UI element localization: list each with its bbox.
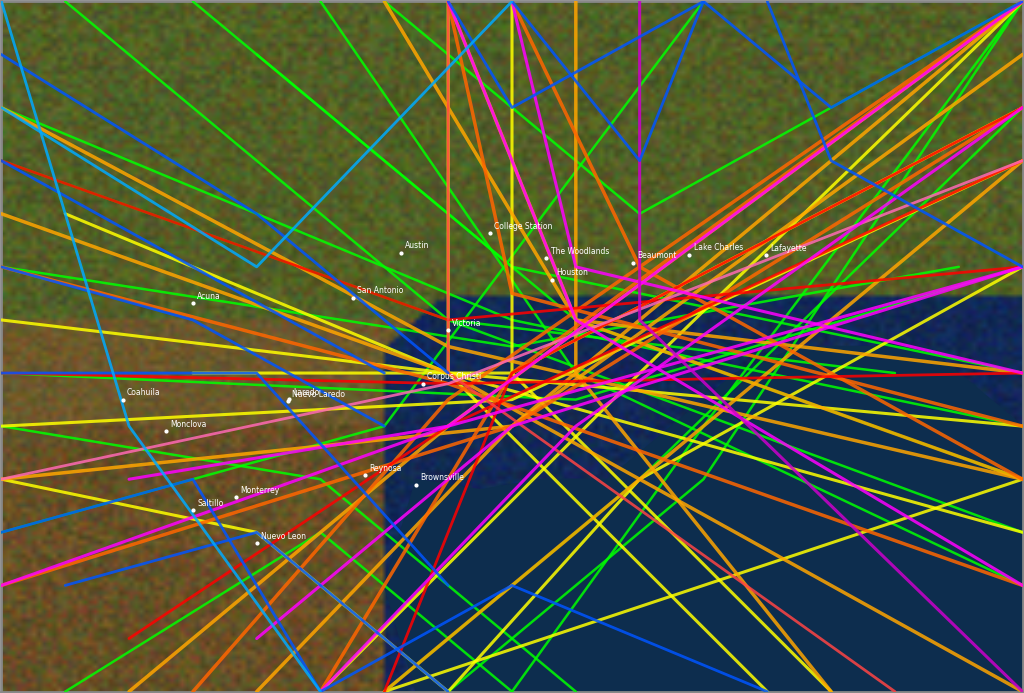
Text: Corpus Christi: Corpus Christi [427,373,481,382]
Text: Acuna: Acuna [197,292,221,301]
Text: Nuevo Leon: Nuevo Leon [261,532,306,541]
Text: Saltillo: Saltillo [197,499,223,508]
Text: Austin: Austin [406,241,429,250]
Text: Beaumont: Beaumont [637,252,677,261]
Text: Victoria: Victoria [453,319,482,328]
Text: Monclova: Monclova [170,420,207,429]
Text: Lake Charles: Lake Charles [693,243,742,252]
Text: Laredo: Laredo [293,388,319,397]
Text: Lafayette: Lafayette [770,244,807,253]
Text: Coahuila: Coahuila [127,389,161,397]
Polygon shape [384,346,1023,692]
Text: San Antonio: San Antonio [357,286,403,295]
Text: Reynosa: Reynosa [370,464,401,473]
Text: Nuevo Laredo: Nuevo Laredo [292,390,345,399]
Text: Houston: Houston [556,268,588,277]
Text: The Woodlands: The Woodlands [551,247,609,256]
Text: Brownsville: Brownsville [421,473,464,482]
Text: College Station: College Station [495,222,553,231]
Text: Monterrey: Monterrey [241,486,280,495]
